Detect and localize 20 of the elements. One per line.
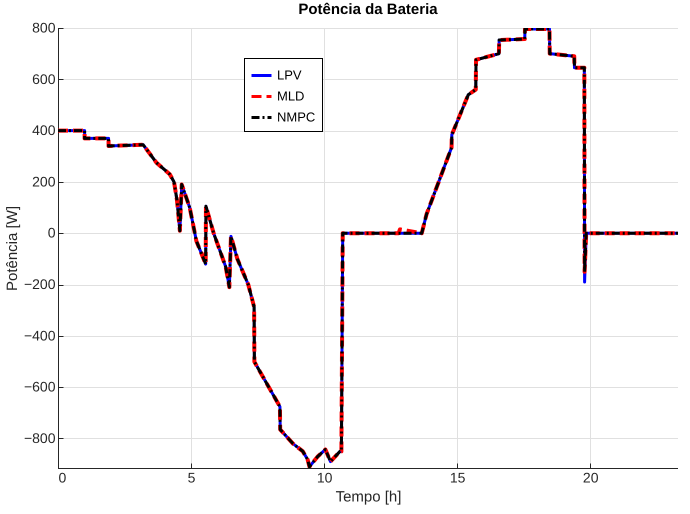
y-tick-label: 400	[32, 122, 56, 138]
x-tick-label: 5	[188, 470, 196, 486]
legend-label: MLD	[277, 88, 304, 104]
y-tick-label: −600	[24, 378, 56, 395]
y-tick-label: −200	[24, 276, 56, 292]
chart-title: Potência da Bateria	[298, 1, 438, 18]
y-tick-label: −800	[24, 430, 56, 446]
legend-label: LPV	[277, 68, 302, 82]
y-tick-label: 200	[32, 173, 56, 190]
x-tick-label: 0	[58, 470, 66, 486]
x-tick-label: 15	[450, 470, 466, 486]
x-tick-label: 20	[582, 470, 599, 486]
x-axis-title: Tempo [h]	[336, 488, 402, 506]
legend-label: NMPC	[277, 110, 316, 124]
y-tick-label: 600	[32, 70, 56, 87]
y-tick-label: 800	[32, 20, 56, 36]
x-tick-label: 10	[316, 470, 333, 486]
y-tick-label: −400	[24, 327, 56, 344]
y-axis-title: Potência [W]	[4, 206, 21, 292]
y-tick-label: 0	[48, 224, 56, 241]
